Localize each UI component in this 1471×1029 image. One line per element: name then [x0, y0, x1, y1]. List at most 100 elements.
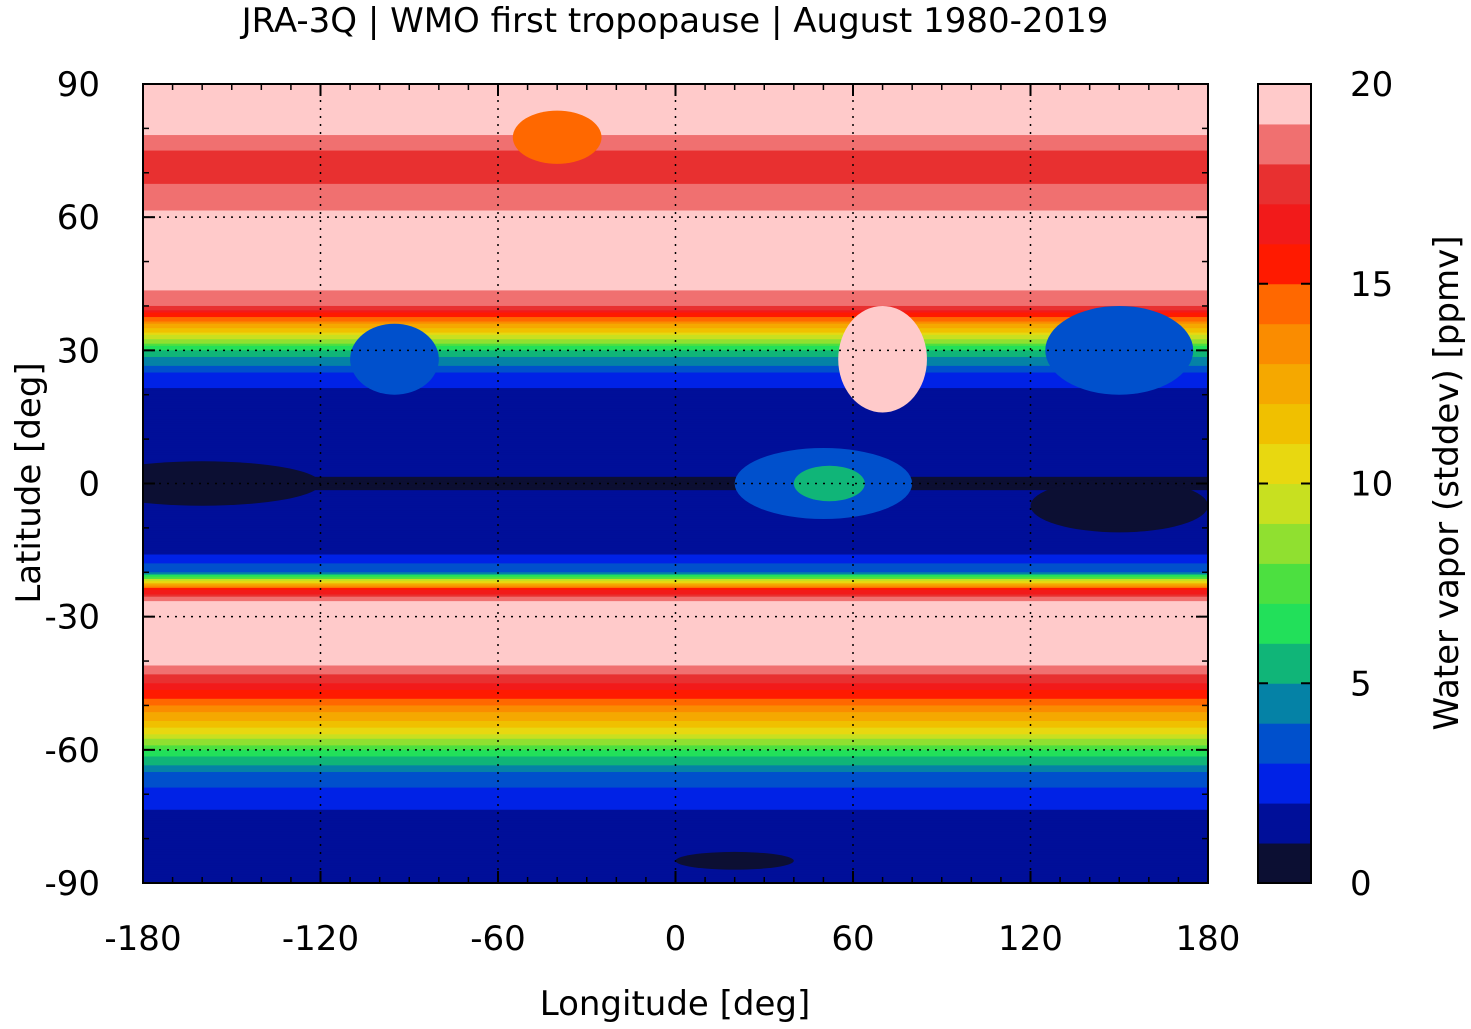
field-band	[143, 856, 1208, 860]
field-band	[143, 672, 1208, 675]
field-band	[143, 814, 1208, 818]
field-band	[143, 798, 1208, 802]
field-band	[143, 226, 1208, 229]
field-band	[143, 359, 1208, 363]
field-band	[143, 556, 1208, 560]
y-axis-title: Latitude [deg]	[9, 362, 49, 603]
field-band	[143, 720, 1208, 724]
field-band	[143, 252, 1208, 256]
colorbar-swatch	[1258, 84, 1311, 125]
field-band	[143, 157, 1208, 161]
field-band	[143, 541, 1208, 545]
field-band	[143, 343, 1208, 347]
field-band	[143, 192, 1208, 196]
field-band	[143, 709, 1208, 713]
colorbar-tick-label: 10	[1350, 465, 1393, 505]
colorbar-swatch	[1258, 403, 1311, 445]
field-band	[143, 361, 1208, 365]
field-band	[143, 847, 1208, 851]
field-band	[143, 758, 1208, 762]
field-band	[143, 536, 1208, 540]
field-band	[143, 765, 1208, 769]
field-band	[143, 590, 1208, 593]
field-band	[143, 496, 1208, 500]
field-band	[143, 135, 1208, 138]
field-band	[143, 865, 1208, 869]
field-band	[143, 279, 1208, 283]
field-band	[143, 714, 1208, 718]
field-band	[143, 177, 1208, 181]
field-band	[143, 530, 1208, 533]
field-band	[143, 277, 1208, 280]
field-band	[143, 634, 1208, 638]
field-band	[143, 596, 1208, 600]
field-band	[143, 820, 1208, 824]
y-tick-label: -30	[44, 598, 100, 638]
field-band	[143, 470, 1208, 474]
field-band	[143, 436, 1208, 440]
field-band	[143, 250, 1208, 254]
field-band	[143, 334, 1208, 338]
field-band	[143, 623, 1208, 627]
field-band	[143, 292, 1208, 296]
field-band	[143, 281, 1208, 285]
x-tick-label: 60	[831, 919, 874, 959]
field-band	[143, 625, 1208, 629]
field-band	[143, 785, 1208, 789]
field-band	[143, 558, 1208, 562]
field-band	[143, 605, 1208, 609]
field-band	[143, 126, 1208, 129]
field-band	[143, 257, 1208, 260]
field-band	[143, 661, 1208, 664]
y-ticks: 90 60 30 0 -30 -60 -90	[44, 65, 1208, 904]
field-band	[143, 845, 1208, 849]
field-band	[143, 288, 1208, 292]
field-band	[143, 261, 1208, 265]
field-band	[143, 834, 1208, 837]
field-band	[143, 594, 1208, 598]
x-ticks: -180 -120 -60 0 60 120 180	[104, 84, 1240, 959]
field-band	[143, 525, 1208, 529]
field-band	[143, 408, 1208, 411]
field-band	[143, 399, 1208, 402]
field-band	[143, 119, 1208, 123]
field-band	[143, 170, 1208, 174]
field-band	[143, 237, 1208, 240]
field-feature	[793, 465, 865, 502]
field-band	[143, 616, 1208, 620]
colorbar-tick-label: 0	[1350, 864, 1372, 904]
field-band	[143, 774, 1208, 778]
field-band	[143, 214, 1208, 218]
field-band	[143, 368, 1208, 371]
field-band	[143, 807, 1208, 811]
field-band	[143, 476, 1208, 480]
field-feature	[675, 851, 794, 870]
colorbar-title: Water vapor (stddev) [ppmv]	[1427, 236, 1467, 731]
field-band	[143, 317, 1208, 320]
field-band	[143, 565, 1208, 569]
y-tick-label: -90	[44, 864, 100, 904]
field-band	[143, 863, 1208, 866]
field-band	[143, 576, 1208, 580]
field-band	[143, 516, 1208, 520]
field-band	[143, 767, 1208, 771]
field-band	[143, 743, 1208, 746]
field-band	[143, 430, 1208, 434]
field-band	[143, 319, 1208, 323]
field-band	[143, 383, 1208, 387]
field-band	[143, 665, 1208, 669]
field-band	[143, 432, 1208, 436]
field-band	[143, 97, 1208, 101]
gridlines	[143, 84, 1208, 883]
colorbar-swatch	[1258, 203, 1311, 245]
field-feature	[838, 305, 927, 413]
field-band	[143, 321, 1208, 325]
field-band	[143, 272, 1208, 276]
field-band	[143, 854, 1208, 857]
colorbar-tick-label: 5	[1350, 664, 1372, 704]
colorbar-swatch	[1258, 483, 1311, 524]
field-band	[143, 241, 1208, 245]
field-band	[143, 423, 1208, 427]
field-band	[143, 647, 1208, 651]
